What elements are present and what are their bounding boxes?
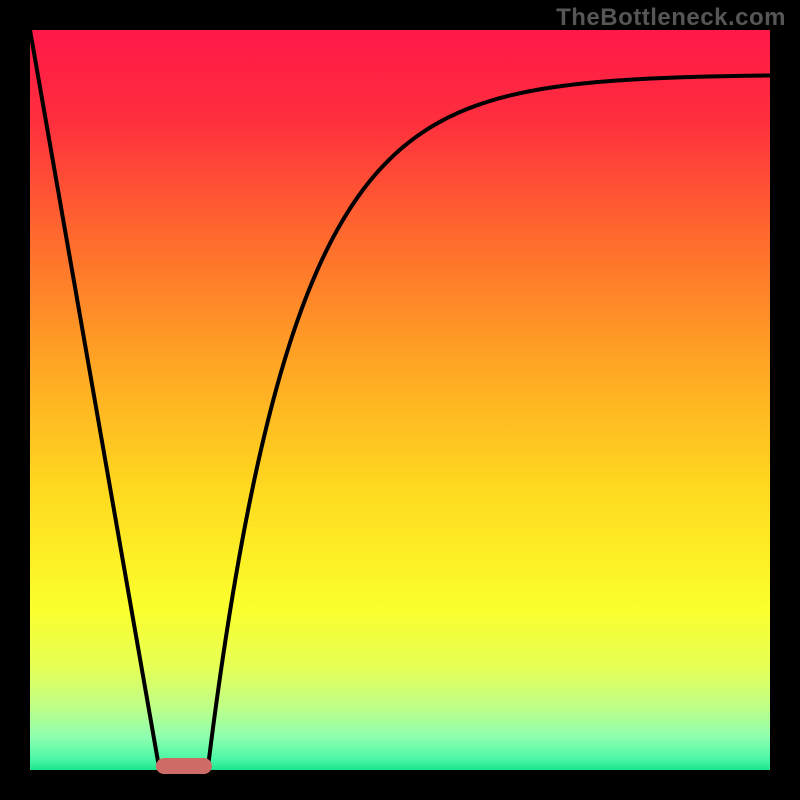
- watermark-text: TheBottleneck.com: [556, 4, 786, 32]
- chart-svg: [0, 0, 800, 800]
- chart-root: TheBottleneck.com: [0, 0, 800, 800]
- valley-marker-pill: [156, 758, 212, 774]
